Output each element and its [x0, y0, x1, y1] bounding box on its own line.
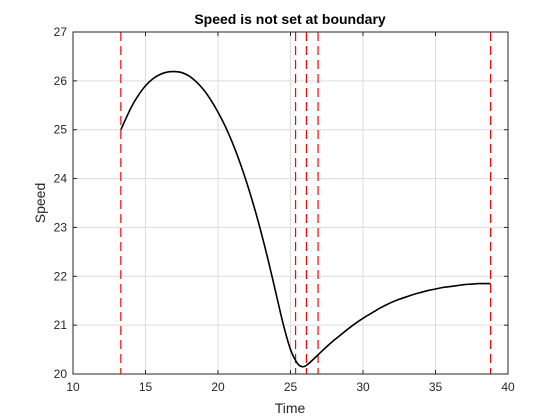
y-tick-label: 22 — [54, 269, 68, 283]
ticks — [72, 31, 509, 375]
x-tick-label: 15 — [139, 380, 153, 394]
series-line — [120, 70, 491, 368]
y-tick-label: 20 — [54, 367, 68, 381]
reference-lines — [120, 32, 492, 374]
x-tick-label: 25 — [284, 380, 298, 394]
series-group — [120, 70, 491, 368]
chart-title: Speed is not set at boundary — [194, 11, 386, 27]
y-tick-label: 21 — [54, 318, 68, 332]
y-tick-label: 25 — [54, 123, 68, 137]
y-tick-label: 26 — [54, 74, 68, 88]
x-tick-label: 40 — [501, 380, 515, 394]
x-tick-label: 20 — [211, 380, 225, 394]
x-tick-label: 10 — [66, 380, 80, 394]
y-tick-label: 24 — [54, 172, 68, 186]
y-axis-label: Speed — [32, 183, 48, 223]
y-tick-label: 27 — [54, 25, 68, 39]
x-tick-label: 35 — [429, 380, 443, 394]
y-tick-label: 23 — [54, 220, 68, 234]
x-axis-label: Time — [275, 400, 306, 416]
x-tick-label: 30 — [356, 380, 370, 394]
tick-labels: 10 15 20 25 30 35 40 20 21 22 23 24 25 26 27 — [54, 25, 515, 394]
